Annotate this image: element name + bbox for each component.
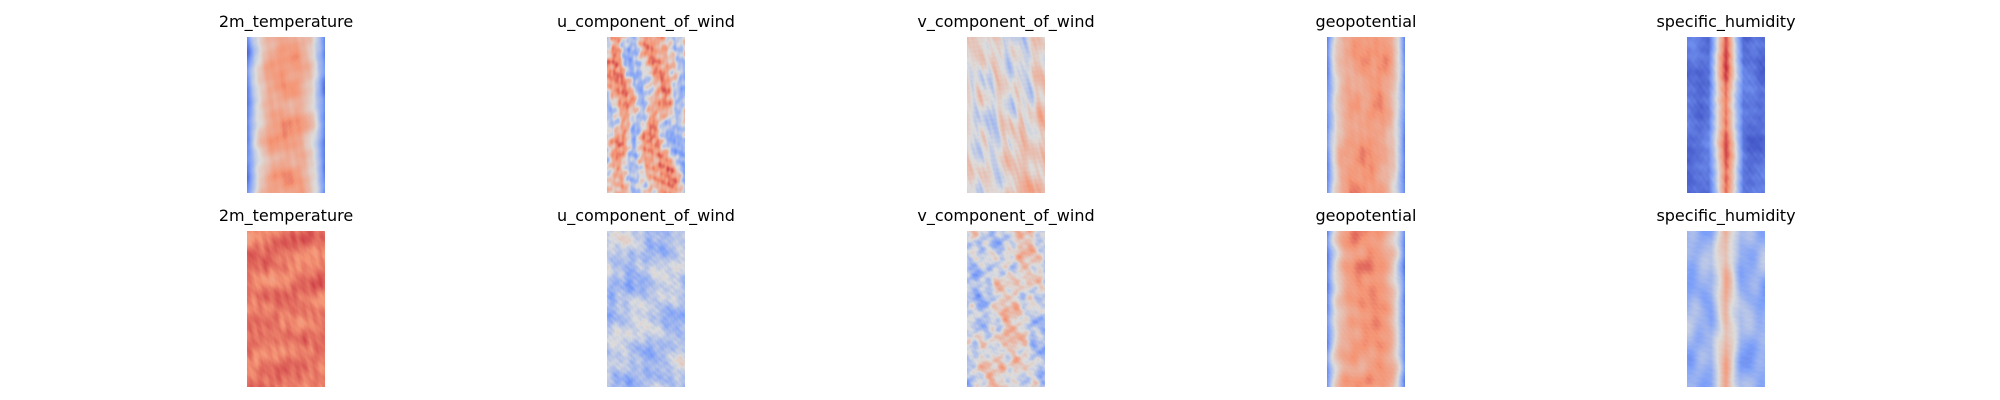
panel-title: 2m_temperature (218, 206, 354, 225)
heatmap-geopotential (1327, 231, 1405, 387)
panel-title: specific_humidity (1656, 206, 1796, 225)
heatmap-specific-humidity (1687, 231, 1765, 387)
heatmap-u-component-of-wind (607, 231, 685, 387)
panel-title: v_component_of_wind (917, 12, 1095, 31)
panel-title: u_component_of_wind (557, 12, 735, 31)
heatmap-specific-humidity (1687, 37, 1765, 193)
panel-title: v_component_of_wind (917, 206, 1095, 225)
panel-title: 2m_temperature (218, 12, 354, 31)
heatmap-v-component-of-wind (967, 37, 1045, 193)
heatmap-u-component-of-wind (607, 37, 685, 193)
panel-title: geopotential (1315, 206, 1417, 225)
heatmap-geopotential (1327, 37, 1405, 193)
panel-title: u_component_of_wind (557, 206, 735, 225)
panel-title: specific_humidity (1656, 12, 1796, 31)
heatmap-2m-temperature (247, 37, 325, 193)
panel-title: geopotential (1315, 12, 1417, 31)
heatmap-2m-temperature (247, 231, 325, 387)
heatmap-v-component-of-wind (967, 231, 1045, 387)
